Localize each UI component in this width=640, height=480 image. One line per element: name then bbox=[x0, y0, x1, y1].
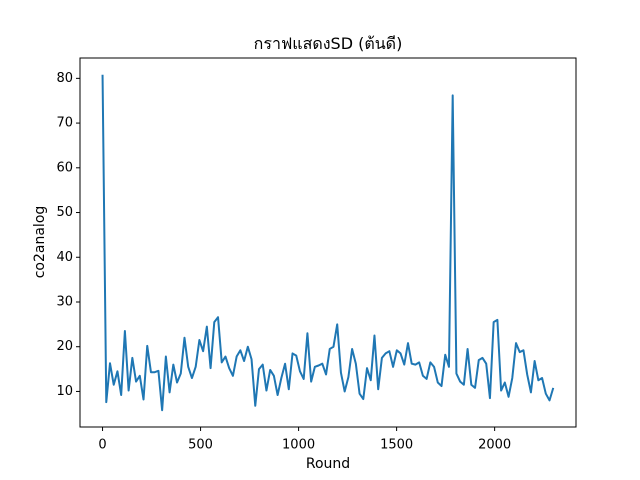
y-tick-label: 10 bbox=[56, 384, 73, 399]
x-tick-label: 0 bbox=[98, 438, 106, 453]
x-tick-label: 1500 bbox=[380, 438, 413, 453]
axes-frame bbox=[79, 57, 577, 428]
y-axis-label: co2analog bbox=[32, 206, 48, 279]
y-tick-label: 80 bbox=[56, 71, 73, 86]
y-tick-label: 30 bbox=[56, 294, 73, 309]
y-tick-label: 50 bbox=[56, 205, 73, 220]
y-tick-label: 40 bbox=[56, 250, 73, 265]
x-tick-label: 1000 bbox=[282, 438, 315, 453]
x-axis-label: Round bbox=[306, 456, 350, 472]
x-tick-label: 500 bbox=[188, 438, 213, 453]
y-tick-label: 20 bbox=[56, 339, 73, 354]
y-tick-label: 70 bbox=[56, 116, 73, 131]
data-line bbox=[101, 74, 555, 412]
chart-title: กราฟแสดงSD (ต้นดี) bbox=[254, 34, 403, 53]
y-tick-label: 60 bbox=[56, 160, 73, 175]
x-tick-label: 2000 bbox=[478, 438, 511, 453]
